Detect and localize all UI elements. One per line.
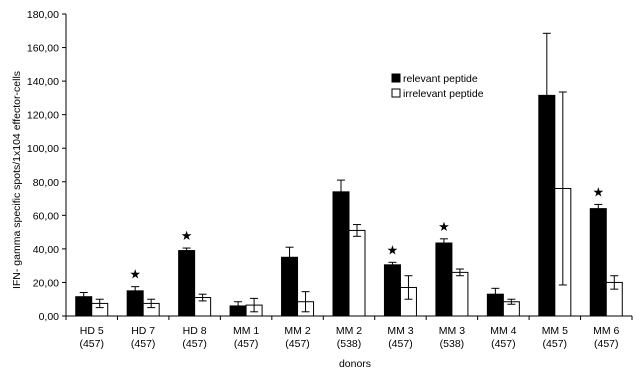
x-category-label: MM 2: [336, 325, 362, 337]
significance-star: ★: [129, 267, 141, 282]
bar-irrelevant-peptide: [451, 271, 469, 317]
bar-relevant-peptide: [589, 208, 607, 317]
y-tick-label: 160,00: [27, 43, 59, 55]
y-tick-label: 180,00: [27, 9, 59, 21]
significance-stars: ★ ★ ★ ★ ★: [129, 184, 604, 281]
bar-irrelevant-peptide: [348, 229, 366, 317]
significance-star: ★: [592, 184, 604, 199]
x-category-sublabel: (457): [234, 338, 259, 350]
y-axis-title: IFN- gamma specific spots/1x104 effector…: [11, 71, 23, 289]
legend-label-relevant-peptide: relevant peptide: [403, 73, 478, 85]
x-category-label: HD 7: [131, 325, 155, 337]
bar-relevant-peptide: [178, 250, 196, 317]
legend: relevant peptide irrelevant peptide: [391, 73, 484, 100]
x-category-label: MM 4: [490, 325, 516, 337]
x-category-sublabel: (538): [337, 338, 362, 350]
x-category-sublabel: (457): [131, 338, 156, 350]
y-tick-label: 100,00: [27, 143, 59, 155]
legend-swatch-irrelevant-peptide: [391, 88, 401, 98]
bar-relevant-peptide: [435, 242, 453, 317]
x-category-sublabel: (457): [182, 338, 207, 350]
axes: 0,00 20,00 40,00 60,00 80,00 100,00 120,00 140,…: [27, 9, 633, 323]
x-category-sublabel: (457): [388, 338, 413, 350]
x-category-sublabel: (457): [285, 338, 310, 350]
x-axis-labels: HD 5(457)HD 7(457)HD 8(457)MM 1(457)MM 2…: [79, 325, 619, 350]
x-category-label: HD 8: [183, 325, 207, 337]
legend-swatch-relevant-peptide: [391, 73, 401, 83]
significance-star: ★: [438, 219, 450, 234]
legend-label-irrelevant-peptide: irrelevant peptide: [403, 88, 484, 100]
x-category-sublabel: (457): [543, 338, 568, 350]
x-axis-title: donors: [339, 358, 371, 370]
x-category-label: MM 1: [233, 325, 259, 337]
significance-star: ★: [387, 242, 399, 257]
y-tick-label: 0,00: [39, 311, 60, 323]
y-tick-label: 40,00: [33, 244, 59, 256]
bars: [75, 94, 623, 317]
error-bars: [79, 32, 619, 313]
x-category-sublabel: (457): [79, 338, 104, 350]
y-tick-label: 20,00: [33, 277, 59, 289]
x-category-label: MM 3: [387, 325, 413, 337]
bar-relevant-peptide: [332, 191, 350, 317]
x-category-label: MM 5: [542, 325, 568, 337]
bar-relevant-peptide: [383, 264, 401, 317]
y-tick-label: 60,00: [33, 210, 59, 222]
x-category-sublabel: (457): [594, 338, 619, 350]
x-category-label: MM 6: [593, 325, 619, 337]
y-tick-label: 120,00: [27, 110, 59, 122]
x-category-sublabel: (538): [440, 338, 465, 350]
significance-star: ★: [181, 228, 193, 243]
y-tick-label: 140,00: [27, 76, 59, 88]
x-category-label: MM 3: [439, 325, 465, 337]
y-tick-label: 80,00: [33, 177, 59, 189]
x-category-label: HD 5: [80, 325, 104, 337]
x-category-sublabel: (457): [491, 338, 516, 350]
x-category-label: MM 2: [284, 325, 310, 337]
